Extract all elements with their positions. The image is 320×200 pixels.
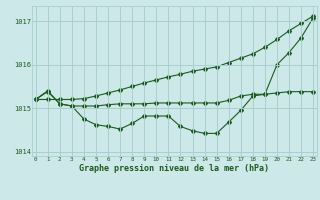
X-axis label: Graphe pression niveau de la mer (hPa): Graphe pression niveau de la mer (hPa) bbox=[79, 164, 269, 173]
